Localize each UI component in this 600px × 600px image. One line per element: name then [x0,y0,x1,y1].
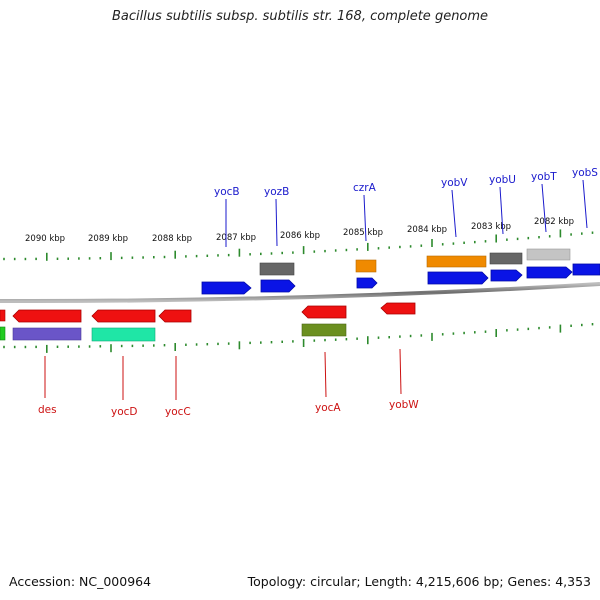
gene-edge-green[interactable] [0,326,6,341]
leader-line [499,186,504,235]
genome-summary-text: Topology: circular; Length: 4,215,606 bp… [247,574,591,589]
leader-line [541,183,547,233]
gene-yobT-arrow[interactable] [526,266,573,279]
gene-label-yocB[interactable]: yocB [214,186,240,198]
gene-label-yobW[interactable]: yobW [389,399,419,411]
scale-label: 2083 kbp [471,222,511,232]
reverse-gene-labels: des yocD yocC yocA yobW [38,399,419,418]
leader-line [582,179,588,229]
gene-des-block[interactable] [12,327,82,341]
leader-line [399,348,402,395]
gene-label-yocC[interactable]: yocC [165,406,191,418]
gene-yocB-arrow[interactable] [201,281,252,295]
gene-yocC-arrow[interactable] [158,309,192,323]
reverse-strand-genes [0,302,416,342]
scale-label: 2087 kbp [216,233,256,243]
genome-backbone [0,282,600,304]
gene-yocD-arrow[interactable] [91,309,156,323]
scale-label: 2089 kbp [88,234,128,244]
gene-label-yobT[interactable]: yobT [531,171,557,183]
leader-line [363,194,367,242]
gene-label-yocD[interactable]: yocD [111,406,138,418]
gene-edge-red[interactable] [0,309,6,322]
scale-label: 2085 kbp [343,228,383,238]
gene-yobV-arrow[interactable] [427,271,489,285]
forward-strand-genes [201,248,600,295]
gene-czrA-arrow[interactable] [356,277,378,289]
gene-label-yozB[interactable]: yozB [264,186,289,198]
gene-label-yocA[interactable]: yocA [315,402,341,414]
gene-label-yobU[interactable]: yobU [489,174,516,186]
gene-label-des[interactable]: des [38,404,57,416]
gene-yobV-block[interactable] [426,255,487,268]
gene-yobU-block[interactable] [489,252,523,265]
gene-des-arrow[interactable] [12,309,82,323]
scale-label: 2090 kbp [25,234,65,244]
gene-yozB-arrow[interactable] [260,279,296,293]
scale-label: 2084 kbp [407,225,447,235]
forward-gene-labels: yocB yozB czrA yobV yobU yobT yobS [214,167,598,198]
scale-label: 2082 kbp [534,217,574,227]
scale-ticks-lower [3,323,594,353]
gene-block-orange[interactable] [355,259,377,273]
accession-text: Accession: NC_000964 [9,574,152,589]
scale-ticks-upper [3,229,594,261]
gene-yocA-block[interactable] [301,323,347,337]
gene-label-yobV[interactable]: yobV [441,177,468,189]
scale-labels: 2090 kbp 2089 kbp 2088 kbp 2087 kbp 2086… [25,217,574,244]
gene-yobS-arrow[interactable] [572,263,600,276]
scale-label: 2088 kbp [152,234,192,244]
gene-yobW-arrow[interactable] [380,302,416,315]
gene-label-czrA[interactable]: czrA [353,182,377,194]
leader-line [451,189,457,238]
gene-yobU-arrow[interactable] [490,269,523,282]
reverse-leader-lines [44,348,402,400]
gene-block-grey[interactable] [259,262,295,276]
forward-leader-lines [225,179,588,247]
gene-yocD-block[interactable] [91,327,156,342]
leader-line [324,351,327,398]
scale-label: 2086 kbp [280,231,320,241]
gene-label-yobS[interactable]: yobS [572,167,598,179]
genome-title: Bacillus subtilis subsp. subtilis str. 1… [111,9,489,24]
gene-yobT-block[interactable] [526,248,571,261]
leader-line [275,198,278,247]
gene-yocA-arrow[interactable] [301,305,347,319]
